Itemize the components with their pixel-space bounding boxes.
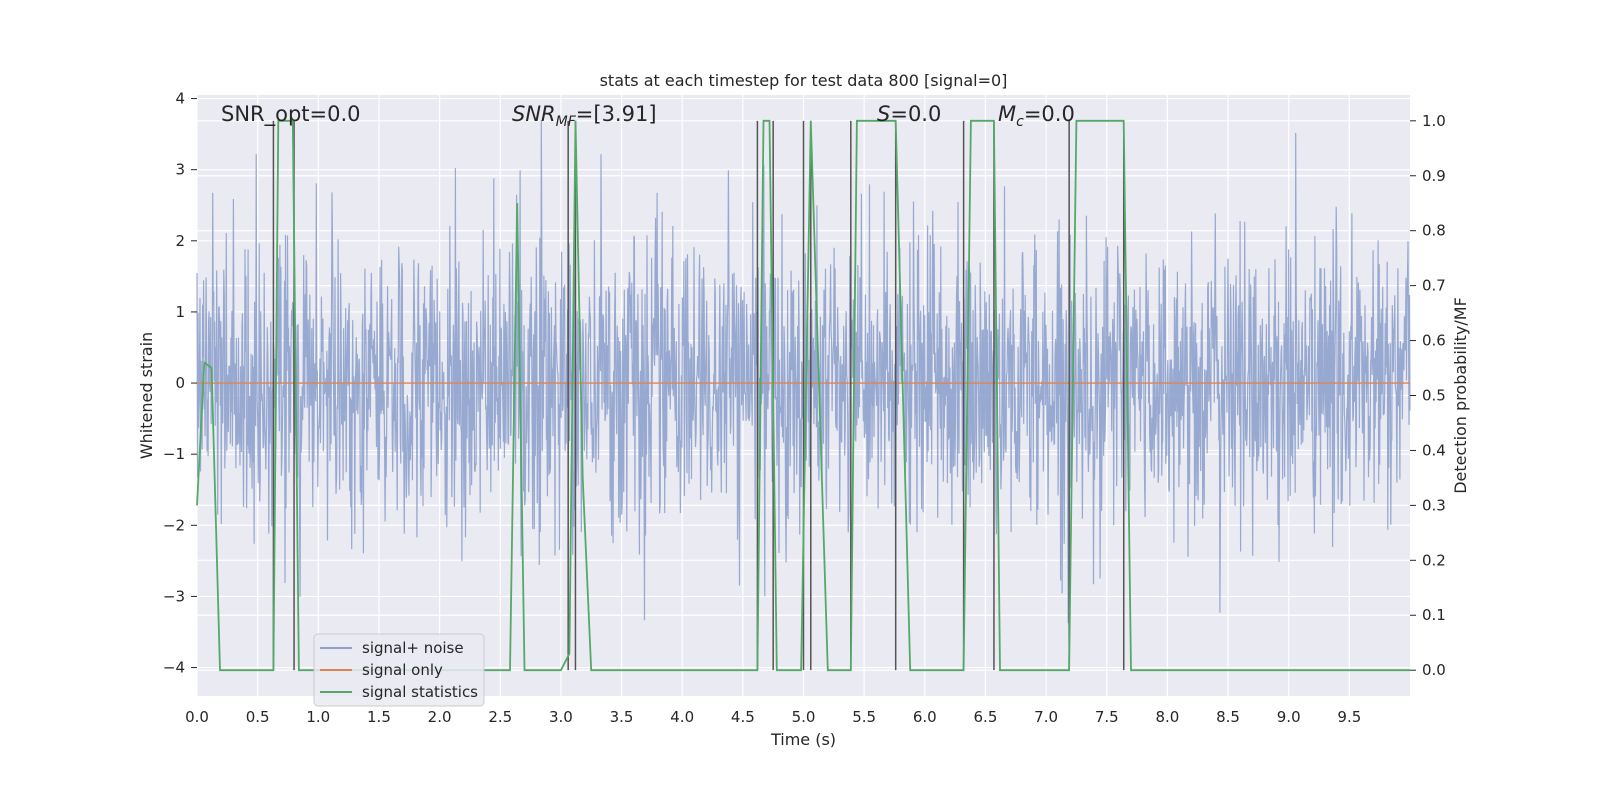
y2-tick-label: 0.9	[1422, 167, 1446, 185]
axes: 0.0 0.5 1.0 1.5 2.0 2.5 3.0 3.5 4.0 4.5 5.0 5.5 6.0 6…	[163, 90, 1446, 726]
y-axis-title: Whitened strain	[137, 332, 156, 459]
x-tick-label: 7.0	[1034, 708, 1058, 726]
x-tick-label: 5.5	[852, 708, 876, 726]
y2-tick-label: 0.6	[1422, 332, 1446, 350]
x-tick-label: 1.0	[306, 708, 330, 726]
x-tick-label: 6.0	[913, 708, 937, 726]
x-tick-label: 9.5	[1337, 708, 1361, 726]
y-tick-label: −3	[163, 587, 185, 605]
annotations: SNR_opt=0.0 SNRMF=[3.91] S=0.0 Mc=0.0	[221, 102, 1075, 130]
annotation-label: SNRMF=[3.91]	[512, 102, 657, 130]
signal-statistics-series	[196, 119, 1410, 672]
legend-entry-label: signal statistics	[362, 683, 478, 701]
x-tick-label: 8.5	[1216, 708, 1240, 726]
x-axis-title: Time (s)	[770, 730, 836, 749]
annotation-label: SNR_opt=0.0	[221, 102, 361, 127]
y-tick-label: 2	[175, 232, 185, 250]
y2-axis-title: Detection probability/MF	[1451, 297, 1470, 494]
y2-tick-label: 0.4	[1422, 441, 1446, 459]
y-tick-label: −2	[163, 516, 185, 534]
annotation-label: S=0.0	[877, 102, 941, 126]
y2-tick-label: 1.0	[1422, 112, 1446, 130]
x-tick-label: 4.5	[731, 708, 755, 726]
x-tick-label: 9.0	[1277, 708, 1301, 726]
y-tick-label: 0	[175, 374, 185, 392]
y-tick-label: 1	[175, 303, 185, 321]
signal-statistics-line	[196, 119, 1410, 672]
legend-entry-label: signal only	[362, 661, 443, 679]
x-tick-label: 4.0	[670, 708, 694, 726]
x-tick-label: 3.0	[549, 708, 573, 726]
legend-box	[313, 633, 485, 707]
chart-title: stats at each timestep for test data 800…	[600, 71, 1008, 90]
y-tick-label: 4	[175, 90, 185, 108]
y-tick-label: −4	[163, 659, 185, 677]
x-tick-label: 2.5	[488, 708, 512, 726]
x-tick-label: 8.0	[1155, 708, 1179, 726]
annotation-label: Mc=0.0	[998, 102, 1075, 130]
x-tick-label: 7.5	[1095, 708, 1119, 726]
x-tick-label: 2.0	[428, 708, 452, 726]
y2-tick-label: 0.3	[1422, 496, 1446, 514]
y2-tick-label: 0.2	[1422, 551, 1446, 569]
x-tick-label: 0.0	[185, 708, 209, 726]
x-tick-label: 5.0	[792, 708, 816, 726]
legend-entry-label: signal+ noise	[362, 639, 464, 657]
y2-tick-label: 0.8	[1422, 222, 1446, 240]
x-tick-label: 1.5	[367, 708, 391, 726]
y2-tick-label: 0.0	[1422, 661, 1446, 679]
y2-tick-label: 0.1	[1422, 606, 1446, 624]
y-tick-label: −1	[163, 445, 185, 463]
legend: signal+ noise signal only signal statistic…	[313, 633, 485, 707]
y-tick-label: 3	[175, 161, 185, 179]
y2-tick-label: 0.5	[1422, 387, 1446, 405]
x-tick-label: 0.5	[246, 708, 270, 726]
x-tick-label: 3.5	[610, 708, 634, 726]
y2-tick-label: 0.7	[1422, 277, 1446, 295]
x-tick-label: 6.5	[974, 708, 998, 726]
